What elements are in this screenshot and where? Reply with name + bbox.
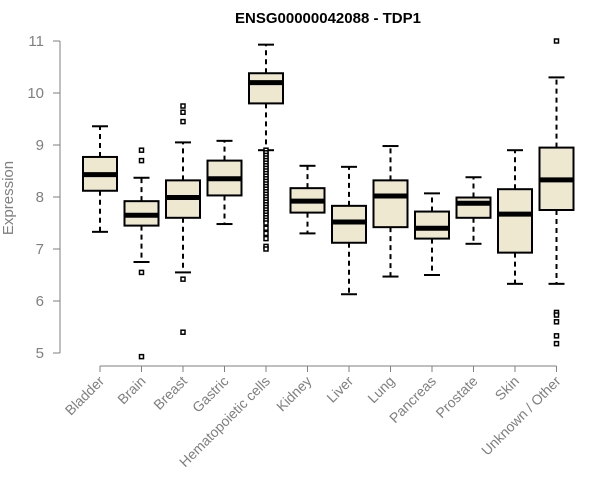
outlier-point: [553, 319, 560, 325]
outlier-point: [138, 157, 145, 164]
box-series: [82, 38, 575, 360]
iqr-box: [414, 210, 450, 240]
x-tick-label: Liver: [323, 373, 356, 406]
box-skin: [497, 149, 533, 285]
box-lung: [372, 145, 409, 278]
box-unknown-other: [538, 38, 575, 347]
y-tick-label: 5: [36, 345, 44, 362]
outlier-point: [263, 246, 269, 252]
box-bladder: [82, 125, 118, 233]
box-brain: [123, 147, 160, 360]
y-axis-title: Expression: [0, 161, 17, 235]
box-prostate: [455, 176, 492, 245]
outlier-point: [180, 103, 186, 109]
y-tick-label: 10: [27, 85, 44, 102]
y-tick-label: 8: [36, 189, 44, 206]
outlier-point: [138, 269, 145, 276]
outlier-point: [180, 276, 186, 282]
iqr-box: [455, 196, 492, 219]
outlier-point: [180, 118, 186, 125]
outlier-point: [553, 333, 560, 339]
chart-title: ENSG00000042088 - TDP1: [235, 10, 421, 27]
x-tick-label: Brain: [114, 373, 148, 407]
y-axis: 5 6 7 8 9 10 11: [27, 33, 61, 362]
y-tick-label: 9: [36, 137, 44, 154]
x-tick-label: Skin: [492, 373, 523, 404]
x-tick-label: Prostate: [432, 373, 480, 421]
box-gastric: [206, 139, 243, 226]
outlier-point: [180, 109, 186, 115]
x-tick-label: Lung: [364, 373, 397, 406]
box-liver: [331, 165, 367, 296]
x-tick-label: Kidney: [273, 373, 315, 415]
box-hematopoietic-cells: [248, 43, 284, 252]
y-tick-label: 6: [36, 293, 44, 310]
y-tick-label: 7: [36, 241, 44, 258]
iqr-box: [372, 179, 409, 229]
outlier-point: [553, 340, 560, 347]
outlier-point: [138, 353, 145, 360]
box-kidney: [289, 164, 326, 235]
outlier-point: [263, 225, 269, 231]
iqr-box: [248, 72, 284, 105]
outlier-point: [263, 220, 269, 226]
outlier-point: [138, 147, 145, 153]
outlier-point: [263, 235, 269, 242]
box-pancreas: [414, 192, 450, 276]
x-tick-label: Unknown / Other: [478, 373, 564, 459]
box-breast: [165, 103, 201, 335]
x-tick-label: Breast: [150, 373, 190, 413]
outlier-point: [553, 38, 560, 44]
x-tick-label: Bladder: [62, 373, 108, 419]
y-tick-label: 11: [28, 33, 44, 50]
iqr-box: [497, 188, 533, 254]
outlier-point: [263, 230, 269, 237]
outlier-point: [553, 312, 560, 318]
outlier-point: [180, 329, 186, 335]
